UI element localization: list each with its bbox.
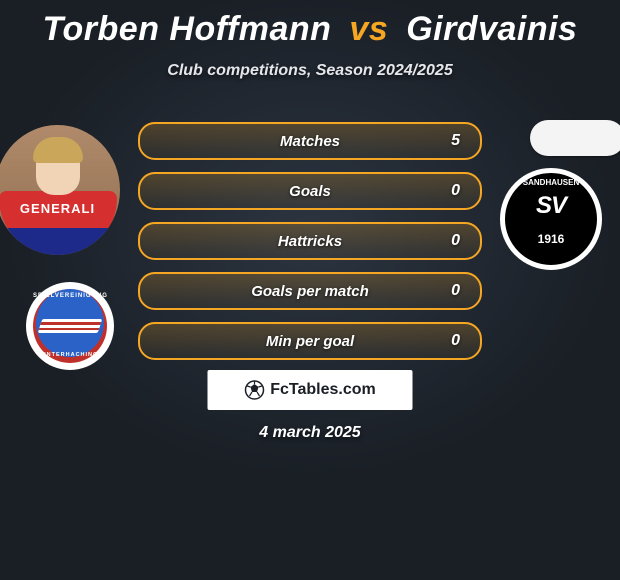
player-a-club-badge: SPIELVEREINIGUNG UNTERHACHING bbox=[26, 282, 114, 370]
stat-bar-goals: Goals 0 bbox=[138, 172, 482, 210]
stat-value: 5 bbox=[451, 124, 460, 158]
player-a-photo: GENERALI bbox=[0, 125, 120, 255]
stat-bar-min-per-goal: Min per goal 0 bbox=[138, 322, 482, 360]
title-vs: vs bbox=[349, 10, 388, 48]
club-a-text-top: SPIELVEREINIGUNG bbox=[33, 293, 107, 299]
title-player-a: Torben Hoffmann bbox=[43, 10, 332, 48]
stat-value: 0 bbox=[451, 174, 460, 208]
soccer-ball-icon bbox=[244, 380, 264, 400]
club-b-year: 1916 bbox=[508, 232, 594, 246]
stat-bar-matches: Matches 5 bbox=[138, 122, 482, 160]
stat-bars: Matches 5 Goals 0 Hattricks 0 Goals per … bbox=[138, 122, 482, 372]
stat-label: Hattricks bbox=[278, 233, 342, 250]
stat-bar-goals-per-match: Goals per match 0 bbox=[138, 272, 482, 310]
stat-bar-hattricks: Hattricks 0 bbox=[138, 222, 482, 260]
comparison-card: Torben Hoffmann vs Girdvainis Club compe… bbox=[0, 0, 620, 580]
club-a-text-bottom: UNTERHACHING bbox=[33, 352, 107, 358]
stat-label: Goals bbox=[289, 183, 331, 200]
footer-date: 4 march 2025 bbox=[0, 424, 620, 442]
stat-label: Matches bbox=[280, 133, 340, 150]
stat-label: Goals per match bbox=[251, 283, 369, 300]
player-b-club-badge: SV SANDHAUSEN 1916 bbox=[500, 168, 602, 270]
title-player-b: Girdvainis bbox=[406, 10, 577, 48]
subtitle: Club competitions, Season 2024/2025 bbox=[0, 62, 620, 80]
stat-label: Min per goal bbox=[266, 333, 354, 350]
club-b-arc: SANDHAUSEN bbox=[512, 180, 590, 258]
stat-value: 0 bbox=[451, 224, 460, 258]
player-a-shirt-text: GENERALI bbox=[0, 201, 117, 216]
footer-brand[interactable]: FcTables.com bbox=[208, 370, 413, 410]
stat-value: 0 bbox=[451, 274, 460, 308]
page-title: Torben Hoffmann vs Girdvainis bbox=[0, 10, 620, 49]
footer-brand-text: FcTables.com bbox=[270, 381, 376, 399]
player-b-placeholder bbox=[530, 120, 620, 156]
stat-value: 0 bbox=[451, 324, 460, 358]
